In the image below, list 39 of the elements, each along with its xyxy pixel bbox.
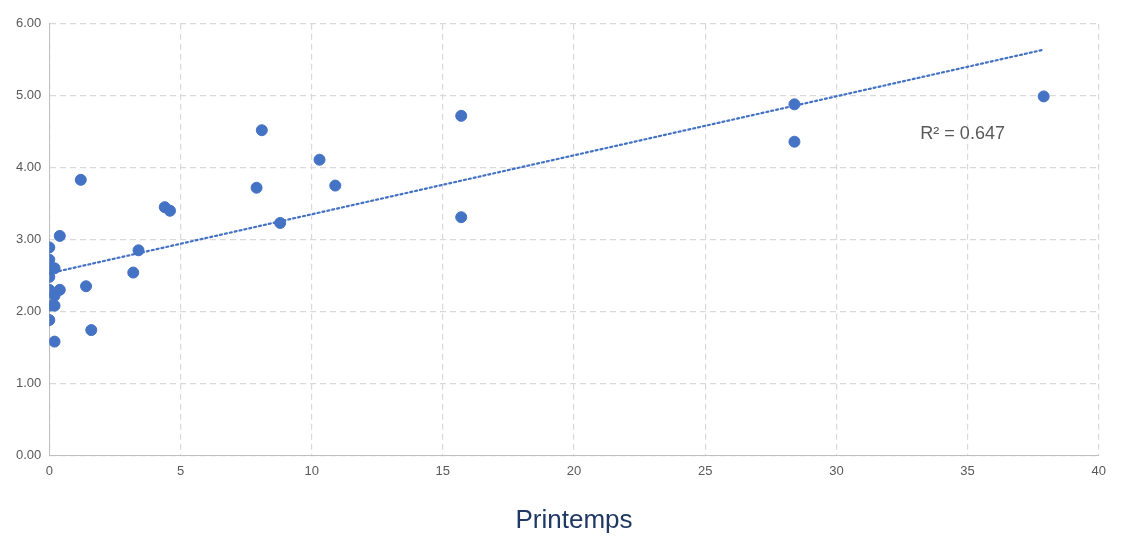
y-tick-label: 0.00 xyxy=(15,446,42,462)
point xyxy=(49,335,61,348)
point xyxy=(250,181,263,194)
point xyxy=(788,98,801,111)
point xyxy=(1037,90,1050,103)
point xyxy=(132,244,145,257)
point xyxy=(163,204,176,217)
point xyxy=(127,266,140,279)
point xyxy=(274,216,287,229)
x-tick-label: 35 xyxy=(960,462,975,478)
y-tick-label: 3.00 xyxy=(15,231,42,247)
annotation: R² = 0.647 xyxy=(920,122,1005,143)
x-tick-label: 25 xyxy=(697,462,713,478)
point xyxy=(455,109,468,122)
point xyxy=(255,124,268,137)
point xyxy=(49,299,61,312)
x-tick-label: 10 xyxy=(304,462,319,478)
x-tick-label: 5 xyxy=(176,462,185,478)
y-tick-label: 5.00 xyxy=(15,87,42,103)
y-tick-label: 2.00 xyxy=(15,302,42,318)
point xyxy=(455,211,468,224)
x-tick-label: 30 xyxy=(829,462,844,478)
point xyxy=(313,153,326,166)
y-tick-label: 6.00 xyxy=(15,15,42,31)
point xyxy=(329,179,342,192)
point xyxy=(85,324,98,337)
point xyxy=(788,135,801,148)
y-tick-label: 4.00 xyxy=(15,159,42,175)
point xyxy=(74,173,87,186)
x-tick-label: 0 xyxy=(45,462,53,478)
point xyxy=(80,280,93,293)
x-tick-label: 20 xyxy=(566,462,582,478)
point xyxy=(53,283,66,296)
y-tick-label: 1.00 xyxy=(15,374,42,390)
point xyxy=(53,229,66,242)
x-tick-label: 15 xyxy=(435,462,451,478)
x-tick-label: 40 xyxy=(1091,462,1106,478)
x-axis-title: Printemps xyxy=(515,503,633,534)
point xyxy=(49,262,61,275)
